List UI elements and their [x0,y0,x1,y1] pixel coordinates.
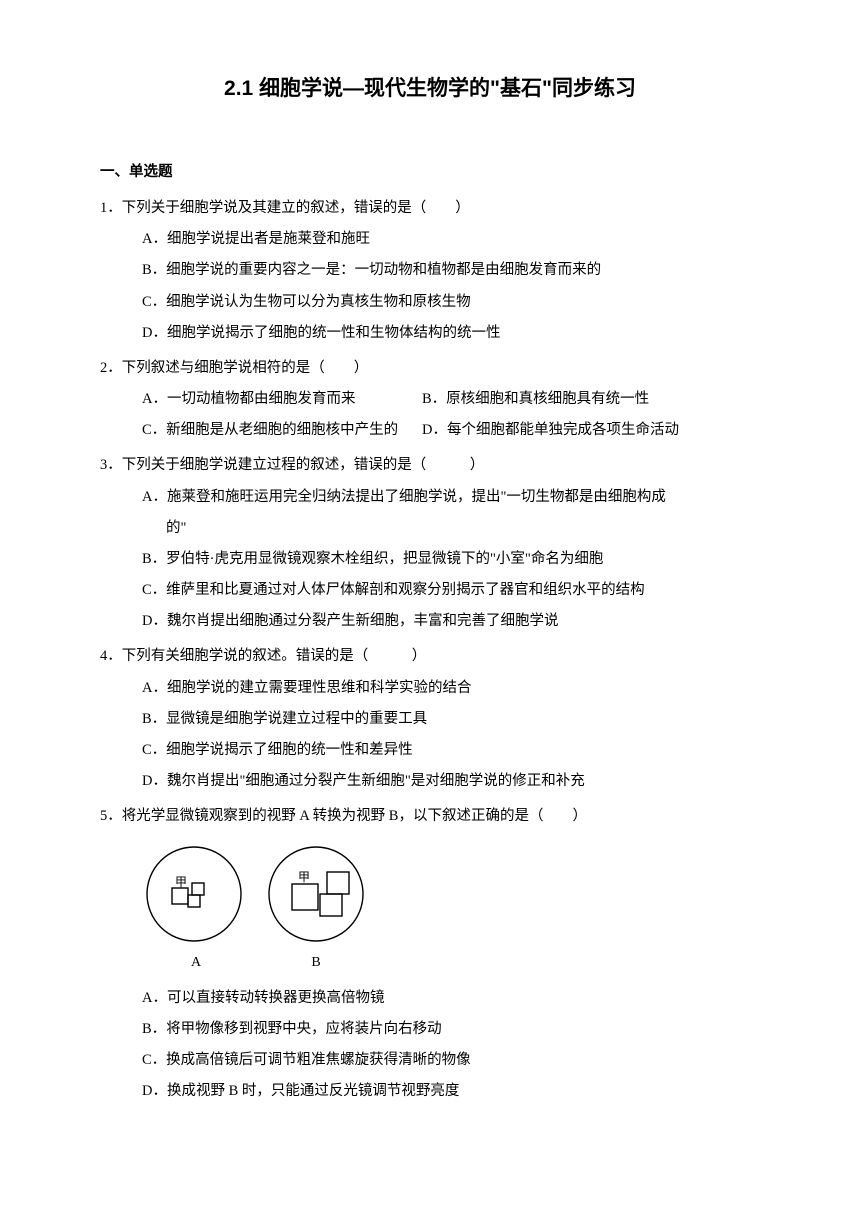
question-5: 5．将光学显微镜观察到的视野 A 转换为视野 B，以下叙述正确的是（ ） 甲 A… [100,801,760,1107]
q5-option-b: B．将甲物像移到视野中央，应将装片向右移动 [100,1014,760,1045]
microscope-view-b-icon: 甲 [262,844,370,944]
question-2: 2．下列叙述与细胞学说相符的是（ ） A．一切动植物都由细胞发育而来 B．原核细… [100,353,760,447]
q3-stem: 3．下列关于细胞学说建立过程的叙述，错误的是（ ） [100,450,760,481]
microscope-view-a-icon: 甲 [142,844,250,944]
q5-option-d: D．换成视野 B 时，只能通过反光镜调节视野亮度 [100,1076,760,1107]
q1-stem: 1．下列关于细胞学说及其建立的叙述，错误的是（ ） [100,193,760,224]
q5-figure-row: 甲 A 甲 B [100,844,760,978]
page-title: 2.1 细胞学说—现代生物学的"基石"同步练习 [100,72,760,102]
q5-option-c: C．换成高倍镜后可调节粗准焦螺旋获得清晰的物像 [100,1045,760,1076]
q4-option-a: A．细胞学说的建立需要理性思维和科学实验的结合 [100,673,760,704]
q5-option-a: A．可以直接转动转换器更换高倍物镜 [100,983,760,1014]
section-heading: 一、单选题 [100,160,760,181]
q1-option-d: D．细胞学说揭示了细胞的统一性和生物体结构的统一性 [100,318,760,349]
q1-option-c: C．细胞学说认为生物可以分为真核生物和原核生物 [100,287,760,318]
q5-stem: 5．将光学显微镜观察到的视野 A 转换为视野 B，以下叙述正确的是（ ） [100,801,760,832]
question-3: 3．下列关于细胞学说建立过程的叙述，错误的是（ ） A．施莱登和施旺运用完全归纳… [100,450,760,637]
q1-option-b: B．细胞学说的重要内容之一是：一切动物和植物都是由细胞发育而来的 [100,255,760,286]
q2-option-d: D．每个细胞都能单独完成各项生命活动 [422,415,679,446]
diagram-a: 甲 A [142,844,250,978]
q3-option-b: B．罗伯特·虎克用显微镜观察木栓组织，把显微镜下的"小室"命名为细胞 [100,544,760,575]
q2-option-b: B．原核细胞和真核细胞具有统一性 [422,384,649,415]
q3-option-c: C．维萨里和比夏通过对人体尸体解剖和观察分别揭示了器官和组织水平的结构 [100,575,760,606]
diagram-a-label: A [191,948,201,978]
q3-option-a: A．施莱登和施旺运用完全归纳法提出了细胞学说，提出"一切生物都是由细胞构成 [100,482,760,513]
question-1: 1．下列关于细胞学说及其建立的叙述，错误的是（ ） A．细胞学说提出者是施莱登和… [100,193,760,349]
q4-option-d: D．魏尔肖提出"细胞通过分裂产生新细胞"是对细胞学说的修正和补充 [100,766,760,797]
q2-option-a: A．一切动植物都由细胞发育而来 [142,384,422,415]
q4-stem: 4．下列有关细胞学说的叙述。错误的是（ ） [100,641,760,672]
q3-option-d: D．魏尔肖提出细胞通过分裂产生新细胞，丰富和完善了细胞学说 [100,606,760,637]
q2-option-c: C．新细胞是从老细胞的细胞核中产生的 [142,415,422,446]
question-4: 4．下列有关细胞学说的叙述。错误的是（ ） A．细胞学说的建立需要理性思维和科学… [100,641,760,797]
q4-option-b: B．显微镜是细胞学说建立过程中的重要工具 [100,704,760,735]
q1-option-a: A．细胞学说提出者是施莱登和施旺 [100,224,760,255]
cell-label-a: 甲 [175,875,187,889]
q4-option-c: C．细胞学说揭示了细胞的统一性和差异性 [100,735,760,766]
q3-option-a-cont: 的" [100,513,760,544]
diagram-b: 甲 B [262,844,370,978]
cell-label-b: 甲 [298,870,310,884]
diagram-b-label: B [311,948,320,978]
q2-stem: 2．下列叙述与细胞学说相符的是（ ） [100,353,760,384]
